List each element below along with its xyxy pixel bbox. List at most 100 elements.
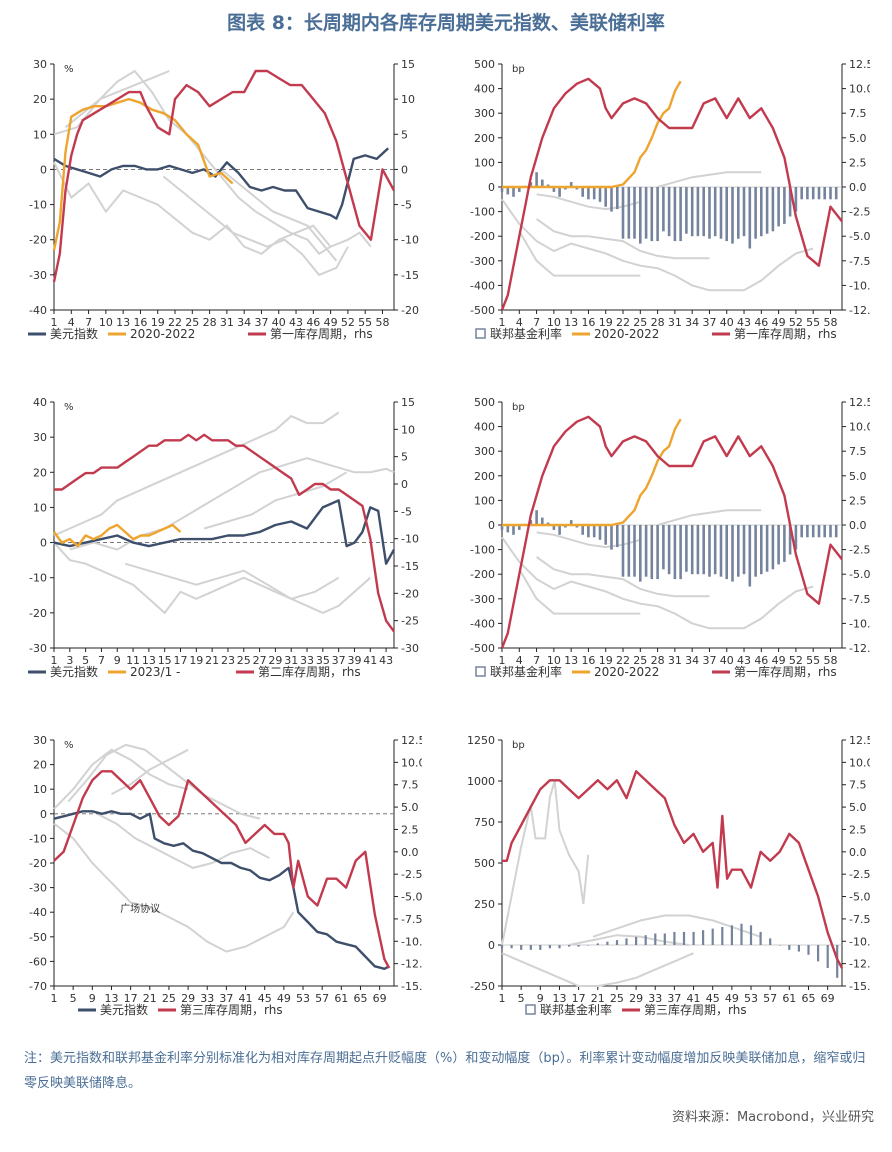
bar xyxy=(817,525,821,538)
bar xyxy=(535,172,538,187)
bar xyxy=(811,525,815,538)
bar xyxy=(535,510,538,525)
x-tick-label: 22 xyxy=(168,316,182,329)
y-tick-label: -50 xyxy=(29,931,47,944)
chart-svg: -70 -60 -50 -40 -30 -20 -10 0 10 20 30 -15.0 -12.5 -1… xyxy=(29,734,429,1017)
x-tick-label: 21 xyxy=(591,992,605,1005)
bar xyxy=(823,525,826,538)
y-tick-label: -20 xyxy=(29,234,47,247)
y-tick-label: -500 xyxy=(470,304,495,317)
bar xyxy=(633,187,636,239)
bar xyxy=(656,525,659,580)
bar xyxy=(604,525,607,545)
bar xyxy=(627,525,631,577)
unit-label: % xyxy=(64,740,74,751)
legend-label: 联邦基金利率 xyxy=(490,326,562,341)
y2-tick-label: -12.5 xyxy=(401,958,422,971)
x-tick-label: 29 xyxy=(629,992,643,1005)
x-tick-label: 1 xyxy=(499,316,506,329)
y-tick-label: 20 xyxy=(33,759,47,772)
bar xyxy=(692,931,695,945)
y2-tick-label: 0 xyxy=(401,163,408,176)
x-tick-label: 35 xyxy=(316,654,330,667)
legend-label: 第一库存周期，rhs xyxy=(734,326,837,341)
y-tick-label: 40 xyxy=(33,396,47,409)
legend-label: 第一库存周期，rhs xyxy=(734,664,837,679)
bar xyxy=(621,187,625,239)
bar xyxy=(797,945,800,952)
bar xyxy=(806,525,809,538)
x-tick-label: 23 xyxy=(221,654,235,667)
bar xyxy=(817,187,821,200)
y-tick-label: 100 xyxy=(474,494,495,507)
y2-tick-label: 12.5 xyxy=(849,58,870,71)
x-tick-label: 28 xyxy=(203,316,217,329)
history-line xyxy=(53,69,332,256)
y-tick-label: 0 xyxy=(488,181,495,194)
bar xyxy=(596,943,599,945)
bar xyxy=(575,525,579,528)
y-tick-label: 750 xyxy=(474,816,495,829)
x-tick-label: 25 xyxy=(162,992,176,1005)
history-line xyxy=(220,168,338,262)
y2-tick-label: -10.0 xyxy=(849,617,870,630)
bar xyxy=(731,525,734,582)
y2-tick-label: 12.5 xyxy=(401,734,422,747)
y-tick-label: 200 xyxy=(474,470,495,483)
history-line xyxy=(53,541,371,615)
bar xyxy=(806,187,809,200)
y2-tick-label: -7.5 xyxy=(849,593,870,606)
bar xyxy=(639,187,642,244)
x-tick-label: 46 xyxy=(754,654,768,667)
y-tick-label: 1250 xyxy=(467,734,495,747)
x-tick-label: 5 xyxy=(518,992,525,1005)
series-line xyxy=(502,418,682,527)
bar xyxy=(529,945,532,950)
series-line xyxy=(52,97,234,251)
history-line xyxy=(67,743,261,820)
x-tick-label: 16 xyxy=(133,316,147,329)
x-tick-label: 55 xyxy=(806,654,820,667)
y2-tick-label: -25 xyxy=(401,615,419,628)
bar xyxy=(817,945,820,962)
bar xyxy=(696,525,700,575)
y2-tick-label: 0.0 xyxy=(401,846,419,859)
history-line xyxy=(64,70,170,129)
chart-panel-1: -40 -30 -20 -10 0 10 20 30 -20 -15 -10 -5 0 5 10 15 1 4 7 1… xyxy=(18,52,422,352)
bar xyxy=(742,525,746,575)
bar xyxy=(807,945,810,955)
x-tick-label: 13 xyxy=(116,316,130,329)
x-tick-label: 29 xyxy=(181,992,195,1005)
y-tick-label: 500 xyxy=(474,396,495,409)
history-line xyxy=(592,914,761,938)
bar xyxy=(690,187,694,237)
legend-swatch xyxy=(475,328,486,339)
x-tick-label: 25 xyxy=(633,316,647,329)
series-line xyxy=(52,69,396,283)
y2-tick-label: -15.0 xyxy=(401,980,422,993)
bar xyxy=(569,182,573,187)
y2-tick-label: 5 xyxy=(401,451,408,464)
history-line xyxy=(111,748,189,795)
x-tick-label: 41 xyxy=(687,992,701,1005)
y2-tick-label: -5.0 xyxy=(849,230,870,243)
bar xyxy=(754,525,757,577)
bar xyxy=(644,935,647,945)
bar xyxy=(685,187,688,234)
y-tick-label: -60 xyxy=(29,955,47,968)
series-line xyxy=(53,770,391,969)
x-tick-label: 46 xyxy=(306,316,320,329)
y2-tick-label: 10.0 xyxy=(401,756,422,769)
bar xyxy=(679,187,682,242)
y-tick-label: -30 xyxy=(29,269,47,282)
y2-tick-label: -5.0 xyxy=(401,891,422,904)
unit-label: % xyxy=(64,402,74,413)
bar xyxy=(635,936,638,945)
legend-label: 2020-2022 xyxy=(130,327,195,341)
y2-tick-label: 10 xyxy=(401,423,415,436)
bar xyxy=(702,525,705,575)
bar xyxy=(749,925,753,945)
history-line xyxy=(53,822,295,953)
chart-panel-5: -70 -60 -50 -40 -30 -20 -10 0 10 20 30 -15.0 -12.5 -1… xyxy=(18,728,429,1028)
x-tick-label: 1 xyxy=(499,654,506,667)
